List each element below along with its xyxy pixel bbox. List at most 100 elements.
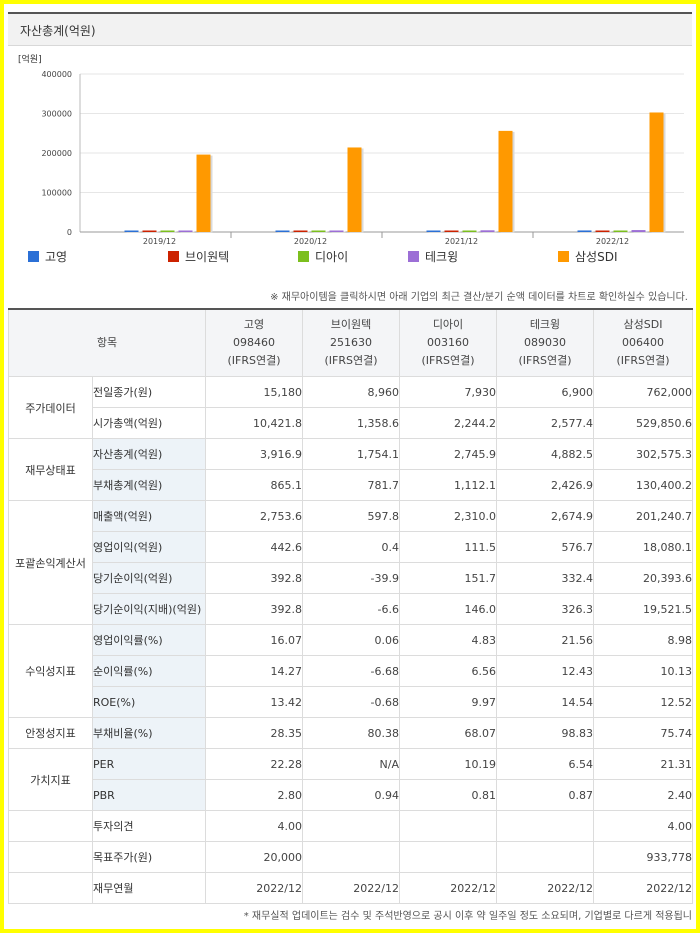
table-cell: 16.07 <box>205 624 303 656</box>
table-cell: 12.52 <box>593 686 693 718</box>
table-cell: 6.56 <box>399 655 497 687</box>
row-item-label: 목표주가(원) <box>92 841 206 873</box>
bar-shadow <box>482 231 497 233</box>
table-cell: 2022/12 <box>399 872 497 904</box>
bar-3-2 <box>311 230 326 232</box>
row-category: 재무상태표 <box>8 438 93 501</box>
row-item-label[interactable]: 자산총계(억원) <box>92 438 206 470</box>
company-code: 006400 <box>622 336 664 349</box>
row-item-label[interactable]: 순이익률(%) <box>92 655 206 687</box>
header-item: 항목 <box>8 308 206 377</box>
bar-shadow <box>277 231 292 233</box>
bar-3-3 <box>462 230 477 232</box>
table-cell: 98.83 <box>496 717 594 749</box>
legend-item[interactable]: 테크윙 <box>408 248 458 265</box>
legend-label: 고영 <box>45 250 68 264</box>
row-item-label[interactable]: 매출액(억원) <box>92 500 206 532</box>
row-category: 주가데이터 <box>8 376 93 439</box>
table-row: 시가총액(억원) 10,421.8 1,358.6 2,244.2 2,577.4 529… <box>9 407 693 439</box>
legend-item[interactable]: 브이원텍 <box>168 248 229 265</box>
bar-3-4 <box>613 230 628 232</box>
bar-1-4 <box>577 230 592 232</box>
row-item-label: 시가총액(억원) <box>92 407 206 439</box>
table-cell: 762,000 <box>593 376 693 408</box>
table-row: 가치지표 PER 22.28 N/A 10.19 6.54 21.31 <box>8 748 693 811</box>
row-category <box>8 872 93 904</box>
table-cell: 576.7 <box>496 531 594 563</box>
row-item-label[interactable]: 당기순이익(억원) <box>92 562 206 594</box>
table-cell: 80.38 <box>302 717 400 749</box>
table-cell: 4.83 <box>399 624 497 656</box>
row-item-label[interactable]: 당기순이익(지배)(억원) <box>92 593 206 625</box>
table-row: 부채총계(억원) 865.1 781.7 1,112.1 2,426.9 130,400.… <box>9 469 693 501</box>
row-item-label[interactable]: PER <box>92 748 206 780</box>
bar-1-3 <box>426 230 441 232</box>
table-cell: 1,358.6 <box>302 407 400 439</box>
chart-title-bar: 자산총계(억원) <box>8 12 692 46</box>
table-row: 주가데이터 전일종가(원) 15,180 8,960 7,930 6,900 762,000 <box>8 376 693 439</box>
table-cell: 2.80 <box>205 779 303 811</box>
financial-comparison-panel: 자산총계(억원) [억원] 400000 300000 200000 100000 0 20… <box>4 4 696 929</box>
row-item-label: 투자의견 <box>92 810 206 842</box>
table-cell: 146.0 <box>399 593 497 625</box>
bar-shadow <box>295 231 310 233</box>
bar-5-3 <box>498 130 513 232</box>
legend-swatch <box>558 251 569 262</box>
table-cell: 4,882.5 <box>496 438 594 470</box>
row-item-label[interactable]: PBR <box>92 779 206 811</box>
row-item-label[interactable]: 부채총계(억원) <box>92 469 206 501</box>
legend-swatch <box>298 251 309 262</box>
row-item-label[interactable]: 부채비율(%) <box>92 717 206 749</box>
bar-shadow <box>126 231 141 233</box>
table-cell <box>302 810 400 842</box>
bar-shadow <box>597 231 612 233</box>
legend-swatch <box>408 251 419 262</box>
table-cell: 15,180 <box>205 376 303 408</box>
table-cell: 13.42 <box>205 686 303 718</box>
bar-shadow <box>615 231 630 233</box>
table-cell: 8,960 <box>302 376 400 408</box>
table-cell: 12.43 <box>496 655 594 687</box>
row-item-label[interactable]: ROE(%) <box>92 686 206 718</box>
chart-legend: 고영 브이원텍 디아이 테크윙 삼성SDI <box>28 248 688 268</box>
y-tick-label: 0 <box>67 228 72 237</box>
company-basis: (IFRS연결) <box>518 354 572 367</box>
bar-shadow <box>428 231 443 233</box>
row-item-label[interactable]: 영업이익(억원) <box>92 531 206 563</box>
table-cell: 442.6 <box>205 531 303 563</box>
row-category: 수익성지표 <box>8 624 93 718</box>
table-cell: 6.54 <box>496 748 594 780</box>
row-item-label[interactable]: 영업이익률(%) <box>92 624 206 656</box>
table-cell: 9.97 <box>399 686 497 718</box>
y-tick-label: 400000 <box>41 70 72 79</box>
table-cell: -6.68 <box>302 655 400 687</box>
table-cell: 392.8 <box>205 562 303 594</box>
table-cell: 151.7 <box>399 562 497 594</box>
legend-item[interactable]: 삼성SDI <box>558 248 617 265</box>
x-tick-label: 2021/12 <box>445 237 478 246</box>
table-cell: 6,900 <box>496 376 594 408</box>
table-cell: 2,674.9 <box>496 500 594 532</box>
table-row: PBR 2.80 0.94 0.81 0.87 2.40 <box>9 779 693 811</box>
table-row: 포괄손익계산서 매출액(억원) 2,753.6 597.8 2,310.0 2,674.9… <box>8 500 693 625</box>
y-tick-label: 100000 <box>41 189 72 198</box>
legend-item[interactable]: 고영 <box>28 248 67 265</box>
company-basis: (IFRS연결) <box>616 354 670 367</box>
x-tick-label: 2020/12 <box>294 237 327 246</box>
table-cell: 2,244.2 <box>399 407 497 439</box>
company-name: 디아이 <box>432 318 464 331</box>
table-cell: N/A <box>302 748 400 780</box>
legend-item[interactable]: 디아이 <box>298 248 348 265</box>
legend-label: 브이원텍 <box>185 250 230 264</box>
bar-shadow <box>144 231 159 233</box>
table-cell: 2,753.6 <box>205 500 303 532</box>
table-cell: 0.06 <box>302 624 400 656</box>
table-cell: 68.07 <box>399 717 497 749</box>
x-tick-label: 2019/12 <box>143 237 176 246</box>
legend-label: 삼성SDI <box>575 250 618 264</box>
bar-shadow <box>633 231 648 233</box>
table-cell: 0.87 <box>496 779 594 811</box>
table-cell: 2,426.9 <box>496 469 594 501</box>
table-cell: 75.74 <box>593 717 693 749</box>
bar-shadow <box>446 231 461 233</box>
